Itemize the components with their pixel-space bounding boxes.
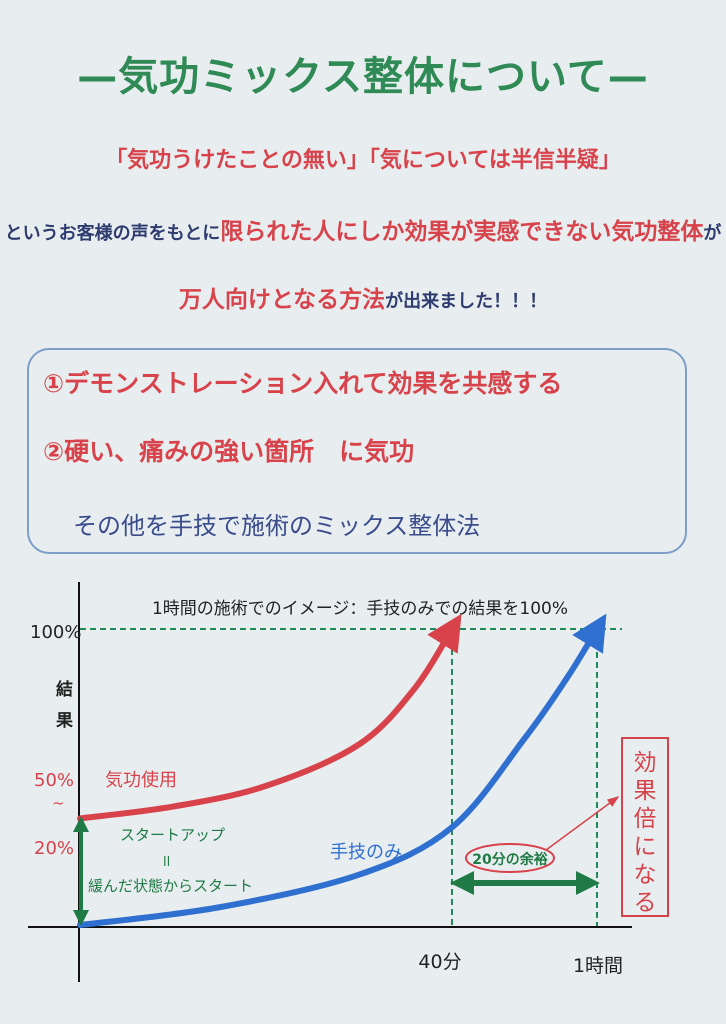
method-item-2: ②硬い、痛みの強い箇所 に気功 — [43, 437, 415, 466]
result-sentence: 万人向けとなる方法が出来ました！！！ — [0, 280, 726, 314]
method-item-1: ①デモンストレーション入れて効果を共感する — [43, 369, 563, 398]
series-label-manual: 手技のみ — [330, 842, 402, 863]
intro-part2: 限られた人にしか効果が実感できない気功整体 — [220, 219, 704, 245]
margin-ellipse — [465, 843, 555, 873]
method-box: ①デモンストレーション入れて効果を共感する ②硬い、痛みの強い箇所 に気功 その… — [27, 348, 687, 554]
result-label: 効果倍になる — [634, 750, 657, 916]
page-title: —気功ミックス整体について— — [77, 54, 649, 100]
startup-desc: 緩んだ状態からスタート — [88, 877, 253, 895]
result-part5: が出来ました！！！ — [385, 291, 548, 312]
range-top: 50% — [34, 770, 74, 791]
intro-part1: というお客様の声をもとに — [4, 223, 221, 244]
y-label-2: 果 — [56, 711, 73, 731]
x-tick-40: 40分 — [418, 951, 461, 973]
intro-part3: が — [703, 223, 722, 244]
customer-quotes: 「気功うけたことの無い」「気については半信半疑」 — [105, 148, 621, 173]
range-sep: ~ — [52, 794, 65, 812]
series-label-qigong: 気功使用 — [105, 770, 177, 791]
startup-label: スタートアップ — [120, 826, 225, 844]
intro-sentence: というお客様の声をもとに限られた人にしか効果が実感できない気功整体が — [0, 212, 726, 246]
pointer-arrow — [545, 796, 620, 851]
qigong-curve — [77, 613, 462, 822]
x-tick-60: 1時間 — [573, 955, 623, 977]
range-bottom: 20% — [34, 838, 74, 859]
y-label-1: 結 — [56, 679, 73, 700]
margin-label: 20分の余裕 — [472, 851, 547, 868]
result-part4: 万人向けとなる方法 — [178, 287, 386, 313]
result-box — [621, 737, 669, 917]
chart-title: 1時間の施術でのイメージ：手技のみでの結果を100% — [152, 599, 568, 619]
manual-curve — [77, 613, 607, 928]
y-tick-100: 100% — [30, 622, 81, 643]
equals-label: ll — [163, 855, 170, 870]
method-item-3: その他を手技で施術のミックス整体法 — [73, 512, 481, 540]
